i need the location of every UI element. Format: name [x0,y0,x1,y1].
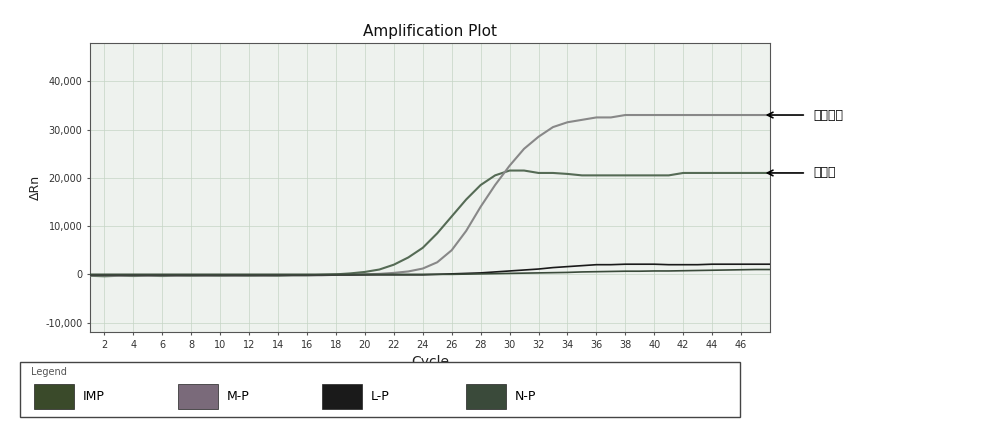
Bar [34,384,74,409]
Text: Legend: Legend [31,366,67,377]
FancyBboxPatch shape [20,362,740,417]
Bar [466,384,506,409]
Bar [178,384,218,409]
X-axis label: Cycle: Cycle [411,355,449,369]
Text: 驴源性: 驴源性 [813,167,836,179]
Text: M-P: M-P [227,390,249,403]
Text: N-P: N-P [515,390,536,403]
Text: L-P: L-P [371,390,389,403]
Text: 内标质控: 内标质控 [813,109,843,121]
Text: IMP: IMP [83,390,105,403]
Title: Amplification Plot: Amplification Plot [363,24,497,39]
Bar [322,384,362,409]
Y-axis label: ΔRn: ΔRn [29,175,42,200]
